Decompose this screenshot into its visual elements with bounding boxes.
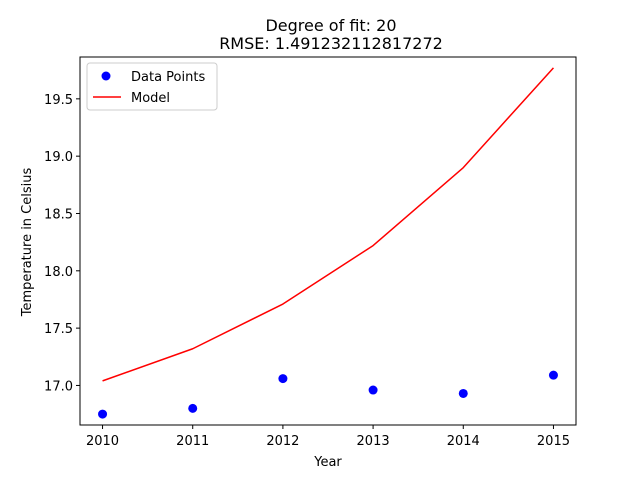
y-tick-label: 17.0 — [44, 379, 73, 394]
y-axis-label: Temperature in Celsius — [20, 168, 35, 318]
y-tick-label: 18.0 — [44, 265, 73, 280]
x-tick-label: 2011 — [176, 434, 209, 449]
x-axis-label: Year — [313, 455, 342, 470]
data-point — [278, 374, 288, 384]
plot-area — [98, 67, 558, 419]
chart-subtitle: RMSE: 1.491232112817272 — [219, 34, 443, 53]
legend-frame — [86, 62, 218, 111]
data-point — [548, 370, 558, 380]
x-tick-label: 2012 — [266, 434, 299, 449]
y-tick-label: 18.5 — [44, 207, 73, 222]
axes: 2010 2011 2012 2013 2014 2015 17.0 17.5 18.0 18.5… — [44, 56, 577, 449]
x-tick-label: 2013 — [357, 434, 390, 449]
legend-marker-data-points — [101, 71, 111, 81]
legend-label-data-points: Data Points — [131, 70, 205, 85]
y-tick-label: 17.5 — [44, 322, 73, 337]
series-line-model — [102, 67, 555, 382]
y-tick-label: 19.0 — [44, 150, 73, 165]
x-tick-label: 2014 — [447, 434, 480, 449]
data-point — [458, 388, 468, 398]
axes-frame — [79, 56, 577, 426]
y-tick-label: 19.5 — [44, 93, 73, 108]
data-point — [188, 403, 198, 413]
x-tick-label: 2015 — [537, 434, 570, 449]
data-point — [368, 385, 378, 395]
chart-title: Degree of fit: 20 — [265, 16, 396, 35]
legend: Data Points Model — [86, 62, 218, 111]
data-point — [98, 409, 108, 419]
x-tick-label: 2010 — [86, 434, 119, 449]
legend-label-model: Model — [131, 91, 170, 106]
